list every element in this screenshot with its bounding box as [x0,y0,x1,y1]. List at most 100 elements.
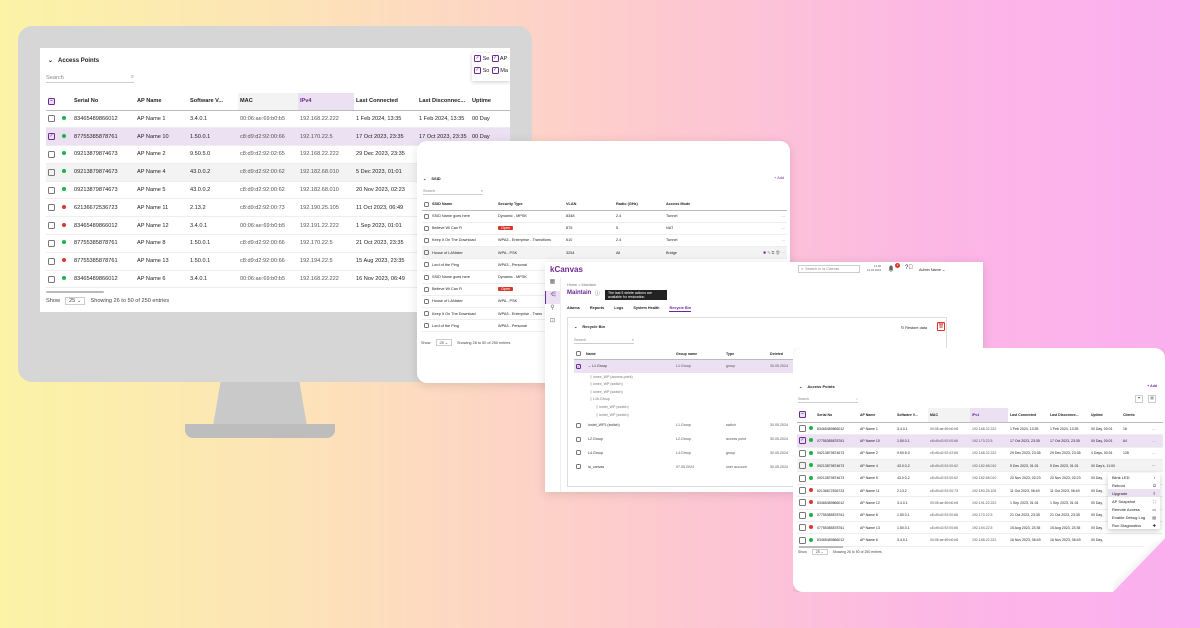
search-input[interactable]: Search ⌕ [46,73,134,83]
chevron-down-icon[interactable]: ⌄ [588,364,592,369]
canvas-logo[interactable]: kCanvas [550,265,583,274]
column-header[interactable]: Security Type [496,199,544,211]
select-all-checkbox[interactable] [422,199,430,211]
row-checkbox[interactable] [574,446,584,460]
tab-logs[interactable]: Logs [614,306,624,310]
network-icon[interactable]: ⋲ [545,291,560,304]
child-row[interactable]: ▯ ionex_WP (access point) [574,373,947,381]
row-checkbox[interactable] [46,146,60,164]
row-checkbox[interactable] [574,460,584,474]
child-row[interactable]: ▯ L1b.Group [574,396,947,404]
row-checkbox[interactable] [422,283,430,295]
row-checkbox[interactable] [46,217,60,235]
select-all-checkbox[interactable]: – [46,93,60,111]
bell-icon[interactable] [888,265,895,273]
more-icon[interactable]: ⋯ [1152,463,1156,468]
row-checkbox[interactable] [797,497,807,509]
dashboard-icon[interactable]: ▦ [549,279,556,285]
wrench-icon[interactable]: ⚲ [550,305,555,311]
column-header[interactable]: Uptime [1089,408,1121,423]
row-actions[interactable]: — [1150,434,1163,448]
row-actions[interactable]: — [1150,447,1163,459]
column-header[interactable]: Software V... [895,408,928,423]
section-header[interactable]: ⌄ SSID [423,176,441,181]
row-checkbox[interactable] [46,163,60,182]
info-icon[interactable]: ⓘ [595,291,601,297]
row-checkbox[interactable] [797,422,807,434]
tab-alarms[interactable]: Alarms [567,306,580,310]
section-header[interactable]: ⌄ Access Points [799,384,835,389]
child-row[interactable]: ▯ ionex_WP (switch) [574,388,947,396]
table-row[interactable]: 09213879874673 AP Name 2 9.50.5.0 c8:d9:d2:… [797,447,1163,460]
more-icon[interactable]: ⋯ [781,214,785,219]
row-checkbox[interactable] [422,246,430,259]
row-checkbox[interactable] [46,181,60,199]
column-header[interactable]: Clients [1121,408,1150,423]
page-size-select[interactable]: 25 ⌄ [811,549,828,555]
row-checkbox[interactable] [422,308,430,320]
column-header[interactable]: Serial No [72,93,135,111]
menu-item-ap-snapshot[interactable]: AP Snapshot ⛶ [1108,497,1160,505]
more-icon[interactable]: ⋯ [781,226,785,231]
row-checkbox[interactable] [797,509,807,521]
table-row[interactable]: 83465489866012 AP Name 1 3.4.0.1 00:06:ae:6… [797,422,1163,435]
add-ssid-button[interactable]: + Add [774,176,784,180]
column-header[interactable]: Serial No [815,408,858,423]
column-picker-item[interactable]: ✓ So [474,67,490,74]
column-header[interactable]: Software V... [188,93,238,111]
column-header[interactable]: Last Disconnec... [413,93,470,111]
global-search-input[interactable]: ⌕ Search in la Canvas [798,265,860,273]
row-checkbox[interactable]: ✓ [574,359,584,373]
row-checkbox[interactable] [422,234,430,246]
column-picker-item[interactable]: ✓ Ma [491,67,508,74]
tab-recycle-bin[interactable]: Recycle Bin [669,306,692,312]
row-checkbox[interactable] [422,320,430,332]
section-header[interactable]: ⌄ Recycle Bin [574,324,605,329]
more-icon[interactable]: — [1152,438,1156,443]
copy-icon[interactable]: ⧉ [771,251,775,256]
page-size-select[interactable]: 25 ⌄ [65,297,86,305]
search-input[interactable]: Search ⌕ [574,336,634,344]
select-all-checkbox[interactable]: – [797,408,807,423]
column-picker-item[interactable]: ✓ AP [491,55,508,62]
row-checkbox[interactable] [797,484,807,496]
menu-item-enable-debug-log[interactable]: Enable Debug Log ▤ [1108,513,1160,521]
row-checkbox[interactable] [574,432,584,446]
section-header[interactable]: ⌄ Access Points [48,57,99,65]
horizontal-scrollbar[interactable] [799,546,843,548]
table-row[interactable]: 83465489866012 AP Name 6 3.4.0.1 00:06:ae:6… [797,534,1163,547]
row-checkbox[interactable] [422,271,430,283]
user-menu[interactable]: Admin Name ⌄ [919,268,946,272]
table-row[interactable]: 83465489866012 AP Name 1 3.4.0.1 00:06:ae:6… [46,110,510,128]
column-header[interactable]: Last Connected [1008,408,1048,423]
row-checkbox[interactable] [46,270,60,288]
column-header[interactable]: Access Mode [664,199,720,211]
breadcrumb-home[interactable]: Home [567,283,578,287]
column-header[interactable]: MAC [928,408,970,423]
column-header[interactable]: Radio (GHz) [614,199,664,211]
table-row[interactable]: Believe Wi Can Fi Open 875 5 NAT ⋯ [422,222,787,235]
tab-reports[interactable]: Reports [589,306,605,310]
child-row[interactable]: ▯ ionlet_WP (switch) [574,403,947,411]
table-row[interactable]: 09213879874673 AP Name 4 43.0.0.2 c8:d9:d2:… [797,459,1163,472]
edit-icon[interactable]: ✎ [767,251,771,256]
row-checkbox[interactable] [46,110,60,128]
trash-icon[interactable]: 🗑︎ [937,322,945,331]
table-row[interactable]: 07755385878761 AP Name 8 1.50.0.1 c8:d9:d2:… [797,509,1163,522]
add-ap-button[interactable]: + Add [1147,384,1157,388]
help-icon[interactable]: ?⃝ [905,265,913,271]
column-header[interactable]: Deleted [768,349,793,360]
menu-item-upgrade[interactable]: Upgrade ⇧ [1108,489,1160,497]
row-actions[interactable]: ⋯ [720,234,787,246]
column-header[interactable]: AP Name [135,93,188,111]
column-header[interactable]: Uptime [470,93,510,111]
menu-item-remote-access[interactable]: Remote Access ▭ [1108,505,1160,513]
wifi-icon[interactable]: ✱ [763,251,767,256]
table-row[interactable]: ✓ 07755385878761 AP Name 10 1.50.0.1 c8:d9:d… [797,434,1163,448]
row-checkbox[interactable] [797,447,807,459]
row-checkbox[interactable] [422,210,430,222]
horizontal-scrollbar[interactable] [46,291,104,293]
column-header[interactable]: AP Name [858,408,895,423]
column-picker-item[interactable]: ✓ Se [474,55,490,62]
column-header[interactable]: IPv4 [298,93,354,111]
